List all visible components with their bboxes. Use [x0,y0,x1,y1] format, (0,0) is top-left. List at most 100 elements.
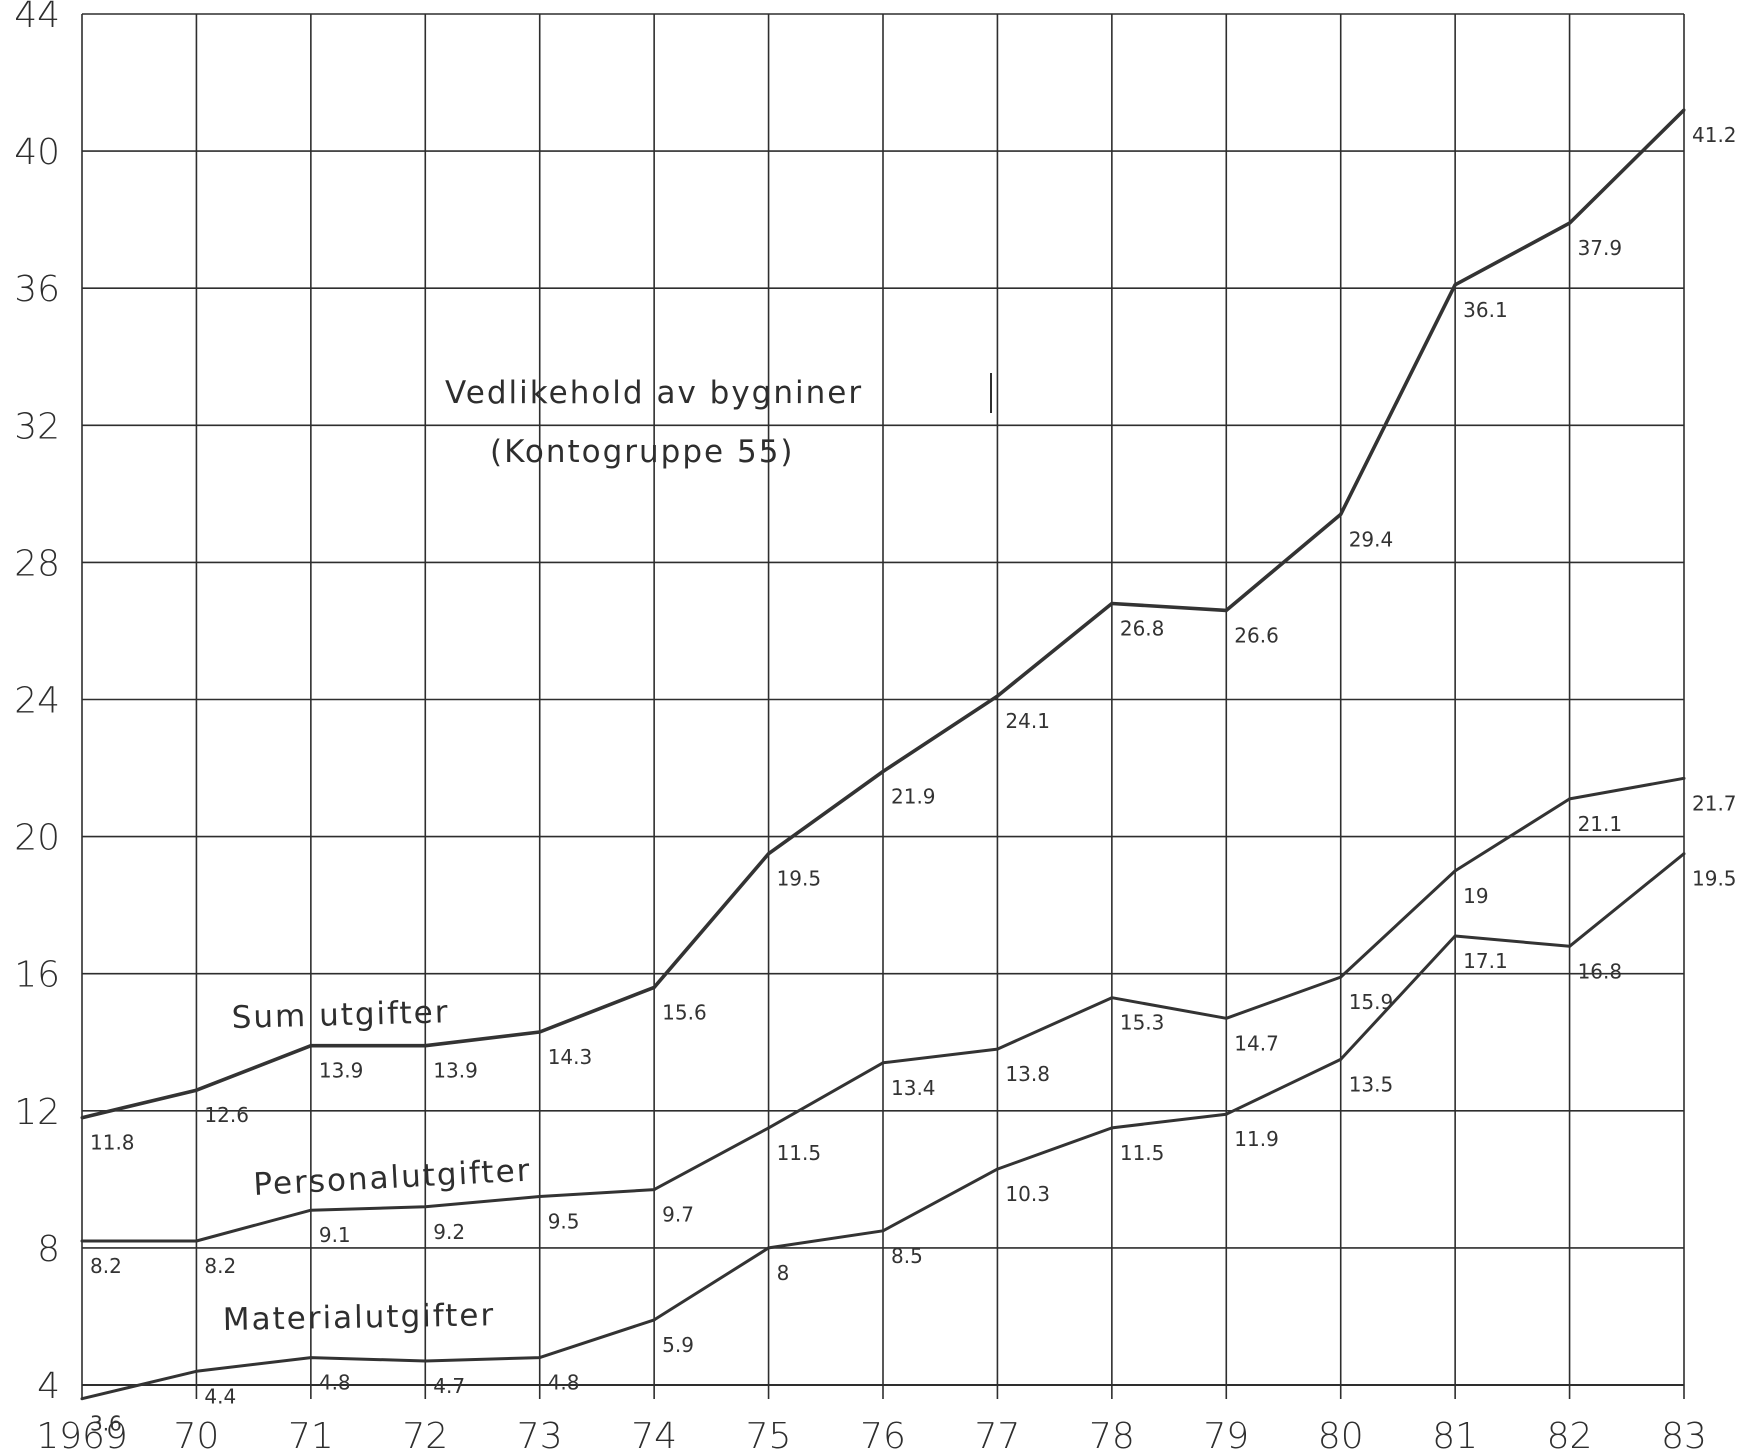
data-label-materialutgifter: 8 [777,1261,790,1285]
data-label-materialutgifter: 11.5 [1120,1141,1165,1165]
data-point-materialutgifter [538,1356,542,1360]
data-label-sum-utgifter: 41.2 [1692,123,1737,147]
data-label-sum-utgifter: 26.8 [1120,617,1165,641]
x-tick-label: 73 [517,1416,563,1453]
data-label-materialutgifter: 8.5 [891,1244,923,1268]
data-label-personalutgifter: 9.5 [548,1209,580,1233]
data-label-personalutgifter: 9.2 [433,1220,465,1244]
y-tick-label: 8 [37,1229,60,1270]
data-point-materialutgifter [1224,1112,1228,1116]
x-tick-label: 72 [402,1416,448,1453]
data-point-sum-utgifter [80,1116,84,1120]
data-label-sum-utgifter: 15.6 [662,1000,707,1024]
data-label-personalutgifter: 21.7 [1692,791,1737,815]
data-label-materialutgifter: 5.9 [662,1333,694,1357]
x-tick-label: 76 [860,1416,906,1453]
data-point-sum-utgifter [995,694,999,698]
x-tick-label: 74 [631,1416,677,1453]
x-tick-label: 83 [1661,1416,1707,1453]
data-label-materialutgifter: 16.8 [1578,959,1623,983]
x-tick-label: 81 [1432,1416,1478,1453]
y-tick-label: 20 [14,818,60,859]
x-tick-label: 80 [1318,1416,1364,1453]
chart-title: Vedlikehold av bygniner [445,375,863,411]
data-point-materialutgifter [1682,852,1686,856]
data-label-personalutgifter: 14.7 [1234,1031,1279,1055]
y-tick-label: 24 [14,681,60,722]
data-point-sum-utgifter [1682,108,1686,112]
data-point-personalutgifter [1224,1016,1228,1020]
data-point-materialutgifter [1453,934,1457,938]
data-label-sum-utgifter: 14.3 [548,1045,593,1069]
data-label-materialutgifter: 4.8 [548,1371,580,1395]
data-point-personalutgifter [767,1126,771,1130]
y-tick-label: 40 [14,132,60,173]
data-point-sum-utgifter [881,769,885,773]
data-point-materialutgifter [1110,1126,1114,1130]
data-label-personalutgifter: 15.3 [1120,1011,1165,1035]
series-name-materialutgifter: Materialutgifter [223,1297,496,1338]
data-point-personalutgifter [1110,996,1114,1000]
y-tick-label: 12 [14,1092,60,1133]
data-label-personalutgifter: 19 [1463,884,1488,908]
data-point-materialutgifter [194,1369,198,1373]
data-label-materialutgifter: 19.5 [1692,867,1737,891]
series-lines [80,108,1686,1401]
data-point-sum-utgifter [1568,221,1572,225]
data-point-materialutgifter [1339,1057,1343,1061]
y-tick-label: 16 [14,955,60,996]
data-point-personalutgifter [423,1205,427,1209]
y-tick-label: 44 [14,0,60,36]
x-tick-label: 71 [288,1416,334,1453]
data-point-materialutgifter [1568,944,1572,948]
x-tick-label: 75 [746,1416,792,1453]
data-point-personalutgifter [194,1239,198,1243]
data-label-sum-utgifter: 13.9 [433,1059,478,1083]
data-point-sum-utgifter [1453,283,1457,287]
data-label-personalutgifter: 8.2 [204,1254,236,1278]
data-label-personalutgifter: 21.1 [1578,812,1623,836]
y-tick-label: 32 [14,406,60,447]
data-point-materialutgifter [80,1397,84,1401]
data-label-materialutgifter: 17.1 [1463,949,1508,973]
data-label-sum-utgifter: 12.6 [204,1103,249,1127]
x-tick-label: 77 [975,1416,1021,1453]
data-point-sum-utgifter [1110,602,1114,606]
data-point-materialutgifter [309,1356,313,1360]
data-label-sum-utgifter: 26.6 [1234,623,1279,647]
x-tick-label: 1969 [36,1416,128,1453]
series-name-sum-utgifter: Sum utgifter [231,994,450,1036]
data-point-materialutgifter [652,1318,656,1322]
y-tick-label: 36 [14,269,60,310]
data-label-materialutgifter: 4.4 [204,1384,236,1408]
data-label-sum-utgifter: 21.9 [891,784,936,808]
x-axis-ticks: 1969 70 71 72 73 74 75 76 77 78 79 80 81 82 83 [36,1416,1707,1453]
data-point-personalutgifter [652,1188,656,1192]
data-point-sum-utgifter [1224,608,1228,612]
data-point-personalutgifter [995,1047,999,1051]
data-point-sum-utgifter [423,1044,427,1048]
data-label-sum-utgifter: 24.1 [1005,709,1050,733]
data-point-sum-utgifter [309,1044,313,1048]
data-label-sum-utgifter: 37.9 [1578,236,1623,260]
data-label-materialutgifter: 3.6 [90,1412,122,1436]
data-point-materialutgifter [767,1246,771,1250]
data-label-sum-utgifter: 19.5 [777,867,822,891]
data-label-personalutgifter: 9.7 [662,1203,694,1227]
data-point-sum-utgifter [538,1030,542,1034]
data-label-sum-utgifter: 11.8 [90,1131,135,1155]
data-label-materialutgifter: 13.5 [1349,1072,1394,1096]
x-tick-label: 79 [1203,1416,1249,1453]
data-point-sum-utgifter [1339,512,1343,516]
data-label-materialutgifter: 4.7 [433,1374,465,1398]
data-point-personalutgifter [1453,869,1457,873]
series-name-personalutgifter: Personalutgifter [253,1152,533,1203]
y-axis-ticks: 4 8 12 16 20 24 28 32 36 40 44 [14,0,60,1407]
data-labels: 11.8 12.6 13.9 13.9 14.3 15.6 19.5 21.9 24.1 26.8… [90,123,1737,1436]
data-point-materialutgifter [995,1167,999,1171]
data-point-sum-utgifter [652,985,656,989]
data-label-personalutgifter: 11.5 [777,1141,822,1165]
data-label-personalutgifter: 15.9 [1349,990,1394,1014]
data-point-materialutgifter [881,1229,885,1233]
